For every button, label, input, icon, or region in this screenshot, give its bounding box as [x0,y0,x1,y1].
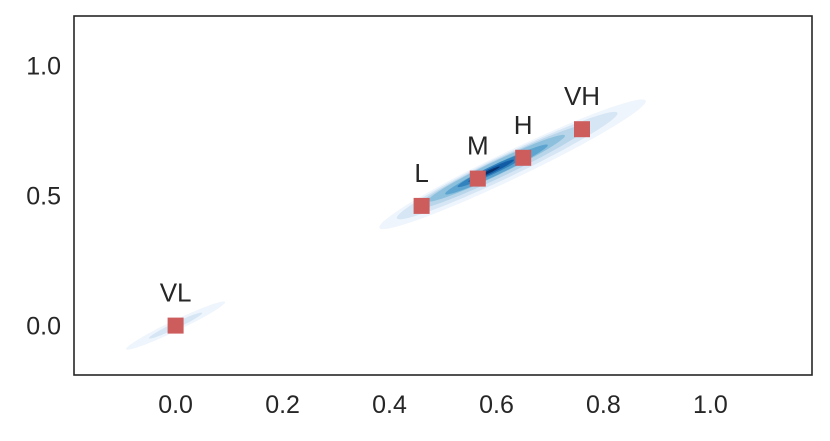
marker-vl [167,317,184,334]
y-axis-ticks: 0.0 0.5 1.0 [26,52,61,340]
point-label-h: H [514,110,533,140]
point-label-l: L [414,158,428,188]
y-tick-label: 0.5 [26,183,61,211]
x-tick-label: 0.6 [479,391,514,419]
point-labels: VL L MH VH [160,81,600,307]
marker-m [469,170,486,187]
y-tick-label: 1.0 [26,52,61,80]
marker-vh [574,121,590,138]
point-label-vl: VL [160,278,192,308]
x-tick-label: 1.0 [693,391,728,419]
x-axis-ticks: 0.0 0.2 0.4 0.6 0.8 1.0 [158,391,728,419]
marker-l [413,197,430,214]
point-label-vh: VH [564,81,600,111]
point-markers [167,121,590,334]
x-tick-label: 0.0 [158,391,193,419]
point-label-m: M [467,131,489,161]
x-tick-label: 0.2 [265,391,300,419]
x-tick-label: 0.4 [372,391,407,419]
x-tick-label: 0.8 [586,391,621,419]
marker-h [515,149,532,166]
y-tick-label: 0.0 [26,313,61,341]
